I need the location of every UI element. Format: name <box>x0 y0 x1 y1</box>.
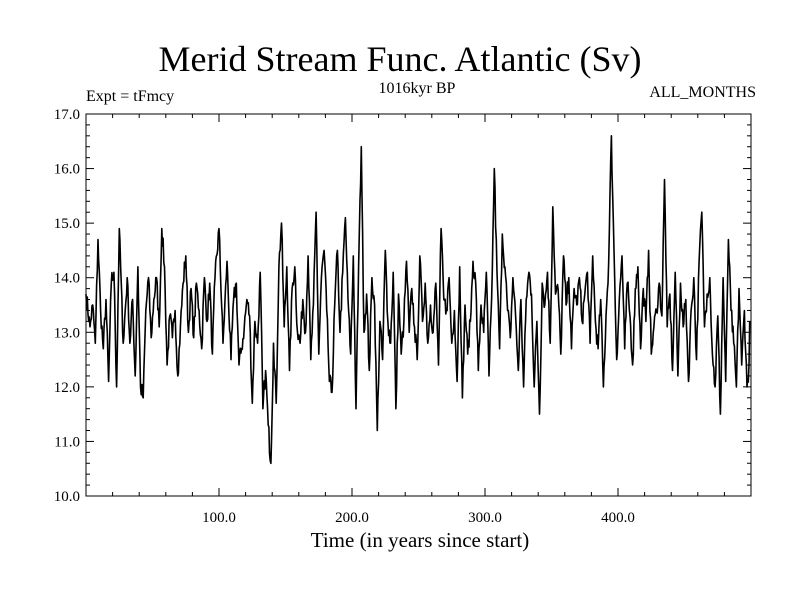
x-tick-label: 400.0 <box>601 510 635 526</box>
y-tick-label: 10.0 <box>54 489 80 505</box>
y-tick-label: 14.0 <box>54 271 80 287</box>
y-tick-label: 11.0 <box>54 434 80 450</box>
y-tick-label: 15.0 <box>54 216 80 232</box>
y-tick-label: 12.0 <box>54 380 80 396</box>
experiment-label: Expt = tFmcy <box>86 88 175 105</box>
y-tick-label: 13.0 <box>54 325 80 341</box>
y-tick-label: 16.0 <box>54 162 80 178</box>
x-tick-label: 200.0 <box>335 510 369 526</box>
y-tick-label: 17.0 <box>54 107 80 123</box>
series-line <box>85 135 751 465</box>
period-label: 1016kyr BP <box>378 80 456 97</box>
chart-title: Merid Stream Func. Atlantic (Sv) <box>158 39 642 79</box>
x-tick-label: 100.0 <box>202 510 236 526</box>
months-label: ALL_MONTHS <box>649 84 756 101</box>
x-axis-label: Time (in years since start) <box>310 528 530 552</box>
x-tick-label: 300.0 <box>468 510 502 526</box>
